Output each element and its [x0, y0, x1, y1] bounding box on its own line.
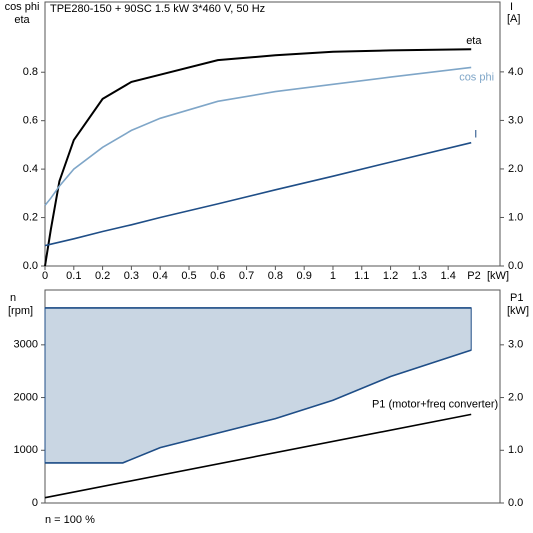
x-tick-label: 0.7 [239, 270, 254, 282]
y2-tick-label: 1.0 [508, 211, 523, 223]
series-line [44, 66, 472, 206]
x-tick-label: 0.1 [66, 270, 81, 282]
x-label: [kW] [487, 270, 509, 282]
chart-title: TPE280-150 + 90SC 1.5 kW 3*460 V, 50 Hz [50, 3, 265, 15]
x-tick-label: 0.8 [268, 270, 283, 282]
x-tick-label: 0.4 [153, 270, 168, 282]
y-tick-label: 0.2 [23, 211, 38, 223]
note: n = 100 % [45, 514, 95, 526]
x-tick-label: 1.4 [441, 270, 456, 282]
y-tick-label: 3000 [14, 339, 38, 351]
y-tick-label: 0.8 [23, 66, 38, 78]
x-tick-label: 0.2 [95, 270, 110, 282]
x-tick-label: 0.5 [181, 270, 196, 282]
x-tick-label: 1.2 [383, 270, 398, 282]
series-line [44, 141, 472, 247]
x-tick-label: 1 [330, 270, 336, 282]
series-line [44, 413, 472, 499]
y-tick-label: 1000 [14, 444, 38, 456]
x-tick-label: 0.3 [124, 270, 139, 282]
x-tick-label: 0.9 [297, 270, 312, 282]
series-label: I [474, 129, 477, 141]
y-tick-label: 0 [32, 497, 38, 509]
y2-tick-label: 3.0 [508, 114, 523, 126]
y2-tick-label: 1.0 [508, 444, 523, 456]
y2-tick-label: 3.0 [508, 339, 523, 351]
x-tick-label: 1.3 [412, 270, 427, 282]
y-tick-label: 0.0 [23, 260, 38, 272]
x-tick-label: 0 [42, 270, 48, 282]
y2-label: [kW] [507, 305, 529, 317]
series-label: eta [466, 35, 482, 47]
y2-tick-label: 4.0 [508, 66, 523, 78]
series-line [45, 349, 472, 464]
x-tick-label: 1.1 [354, 270, 369, 282]
y2-label: [A] [507, 13, 520, 25]
y-label: [rpm] [8, 305, 33, 317]
y-label: cos phi [5, 1, 40, 13]
x-tick-label: 0.6 [210, 270, 225, 282]
y-tick-label: 0.6 [23, 115, 38, 127]
series-label: cos phi [459, 71, 494, 83]
y2-label: I [510, 1, 513, 13]
band-fill [44, 307, 472, 464]
x-label: P2 [467, 270, 480, 282]
y-label: eta [14, 14, 30, 26]
y2-tick-label: 0.0 [508, 260, 523, 272]
y2-label: P1 [510, 292, 523, 304]
y-label: n [10, 292, 16, 304]
y2-tick-label: 2.0 [508, 163, 523, 175]
y2-tick-label: 2.0 [508, 391, 523, 403]
y2-tick-label: 0.0 [508, 497, 523, 509]
y-tick-label: 0.4 [23, 163, 38, 175]
y-tick-label: 2000 [14, 391, 38, 403]
top-frame [44, 1, 501, 267]
series-label: P1 (motor+freq converter) [372, 398, 498, 410]
